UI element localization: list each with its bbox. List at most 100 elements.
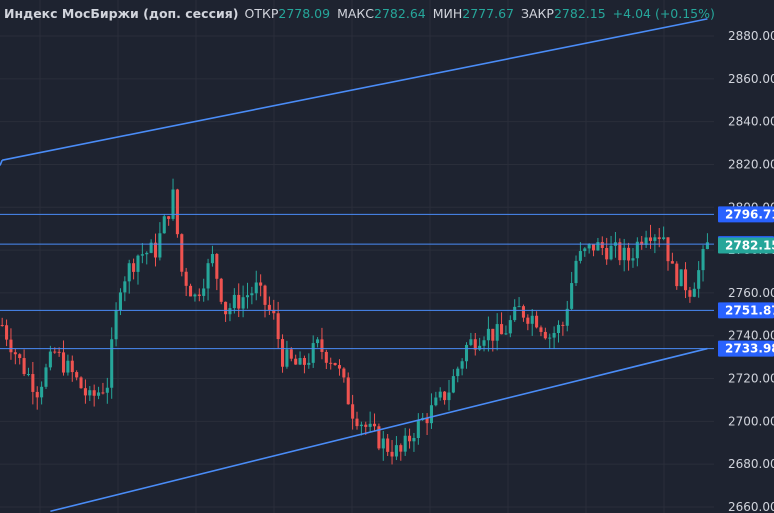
candle-body xyxy=(175,189,179,235)
y-tick-label: 2880.00 xyxy=(728,29,774,43)
upper_channel-trendline[interactable] xyxy=(2,18,708,161)
candle-body xyxy=(596,242,600,251)
candle-body xyxy=(556,324,561,334)
candle-body xyxy=(429,405,433,424)
candle-body xyxy=(478,345,482,350)
candle-body xyxy=(587,244,591,249)
candle-body xyxy=(44,367,48,387)
candle-body xyxy=(232,294,236,309)
change-value: +4.04 (+0.15%) xyxy=(612,6,715,21)
candle-body xyxy=(675,263,679,287)
candle-body xyxy=(18,354,22,359)
level-price-label-bg xyxy=(718,206,774,223)
level-price-label: 2796.71 xyxy=(725,207,774,221)
candle-body xyxy=(372,423,377,427)
candle-body xyxy=(434,397,438,406)
candle-body xyxy=(333,363,337,366)
candle-body xyxy=(162,216,166,234)
candle-body xyxy=(180,234,184,272)
candle-body xyxy=(701,249,705,271)
candle-body xyxy=(592,244,596,251)
candle-body xyxy=(670,261,674,264)
candle-body xyxy=(359,424,363,427)
candle-body xyxy=(202,288,206,296)
lower_channel-trendline[interactable] xyxy=(50,347,708,513)
candle-body xyxy=(140,254,144,256)
candle-body xyxy=(447,392,451,401)
candle-body xyxy=(552,333,556,338)
candle-body xyxy=(631,258,635,261)
last-price-label-bg xyxy=(718,237,774,254)
candle-body xyxy=(294,358,298,365)
y-tick-label: 2840.00 xyxy=(728,115,774,129)
candle-body xyxy=(114,310,118,340)
candle-body xyxy=(500,324,504,335)
candle-body xyxy=(35,391,39,398)
candle-body xyxy=(600,242,604,249)
candle-body xyxy=(127,263,131,282)
last-price-label: 2782.15 xyxy=(725,238,774,252)
level-price-label: 2733.98 xyxy=(725,342,774,356)
candle-body xyxy=(464,344,469,362)
candle-body xyxy=(640,241,644,245)
candle-body xyxy=(530,315,534,324)
candle-body xyxy=(692,288,696,297)
y-tick-label: 2680.00 xyxy=(728,457,774,471)
y-tick-label: 2740.00 xyxy=(728,329,774,343)
candle-body xyxy=(688,290,692,297)
level-price-label-bg xyxy=(718,302,774,319)
y-tick-label: 2720.00 xyxy=(728,372,774,386)
candle-body xyxy=(329,362,333,364)
candle-body xyxy=(289,349,293,359)
candle-body xyxy=(66,360,70,373)
candle-body xyxy=(648,237,653,241)
candle-body xyxy=(123,281,127,293)
candle-body xyxy=(263,285,267,305)
candle-body xyxy=(53,351,57,353)
candle-body xyxy=(9,339,13,353)
candle-body xyxy=(13,352,17,355)
upper-channel-extension[interactable] xyxy=(0,159,3,166)
candle-body xyxy=(5,325,9,340)
candle-body xyxy=(97,392,101,396)
candle-body xyxy=(298,358,302,365)
candle-body xyxy=(657,237,661,240)
candle-body xyxy=(276,313,280,340)
candle-body xyxy=(456,368,460,377)
candle-body xyxy=(0,325,4,327)
candle-body xyxy=(486,328,490,341)
candle-body xyxy=(539,327,543,332)
candle-body xyxy=(311,343,315,363)
open-label: ОТКР xyxy=(244,6,279,21)
candle-body xyxy=(210,254,214,264)
drawn-lines[interactable] xyxy=(0,18,714,513)
candle-body xyxy=(184,271,188,286)
candle-body xyxy=(469,339,473,345)
candle-body xyxy=(40,386,44,398)
candle-body xyxy=(491,328,495,341)
candle-body xyxy=(683,269,688,291)
candle-body xyxy=(679,269,683,287)
candle-body xyxy=(197,294,201,296)
candle-body xyxy=(167,216,171,219)
candle-body xyxy=(574,260,578,284)
candle-body xyxy=(565,308,569,326)
candle-body xyxy=(145,252,149,255)
candle-body xyxy=(473,339,477,350)
candle-body xyxy=(189,285,193,297)
candle-body xyxy=(416,419,420,438)
close-label: ЗАКР xyxy=(520,6,554,21)
high-label: МАКС xyxy=(337,6,375,21)
candle-body xyxy=(705,242,709,250)
candle-body xyxy=(605,248,609,260)
candle-body xyxy=(92,390,96,396)
candle-body xyxy=(342,368,346,378)
candle-body xyxy=(425,417,429,424)
candle-body xyxy=(381,438,385,449)
candle-body xyxy=(403,435,407,452)
candle-body xyxy=(609,245,613,260)
candle-body xyxy=(132,263,136,272)
